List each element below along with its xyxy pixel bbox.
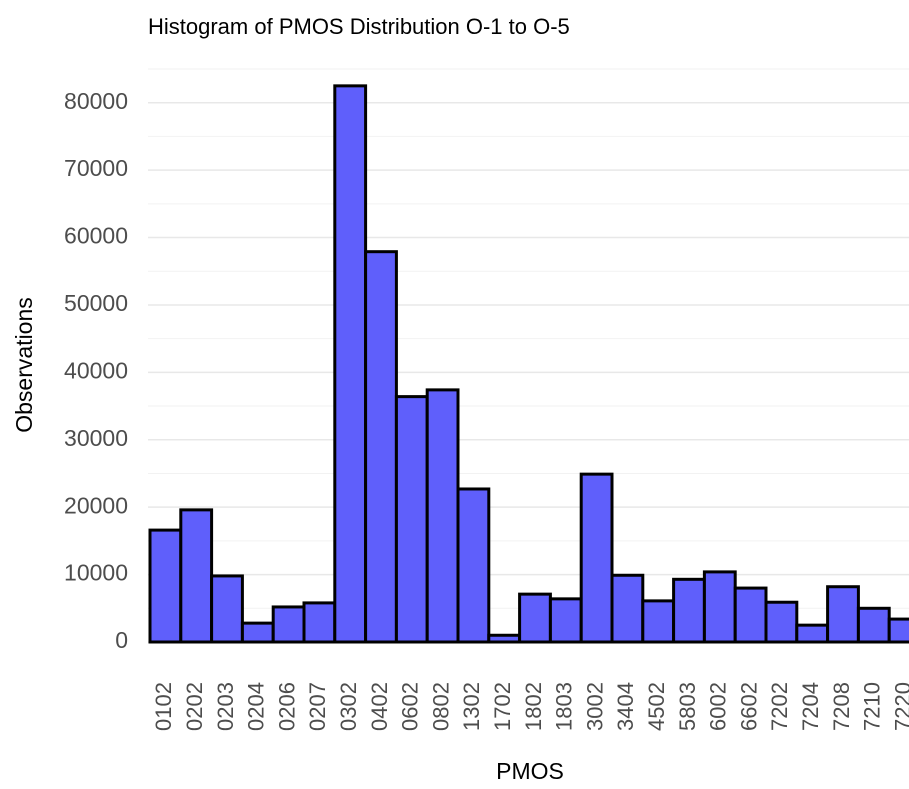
bar — [456, 487, 491, 644]
x-tick-label: 0202 — [182, 682, 207, 731]
x-tick-label: 1702 — [490, 682, 515, 731]
bar — [887, 617, 909, 644]
x-tick-label: 0204 — [244, 682, 269, 731]
bar — [856, 606, 891, 644]
bar — [148, 528, 183, 644]
y-tick-label: 70000 — [64, 155, 128, 181]
x-tick-label: 3002 — [582, 682, 607, 731]
bar — [487, 633, 522, 644]
x-tick-label: 1802 — [521, 682, 546, 731]
x-tick-label: 7202 — [767, 682, 792, 731]
bar — [764, 600, 799, 644]
x-tick-label: 7204 — [798, 682, 823, 731]
x-tick-label: 0102 — [151, 682, 176, 731]
bar — [425, 388, 460, 644]
y-tick-label: 30000 — [64, 425, 128, 451]
bar — [733, 586, 768, 644]
x-tick-label: 6602 — [736, 682, 761, 731]
y-tick-label: 40000 — [64, 357, 128, 383]
bar — [641, 599, 676, 644]
y-tick-label: 20000 — [64, 492, 128, 518]
x-tick-label: 0802 — [428, 682, 453, 731]
bar — [518, 592, 552, 644]
y-tick-label: 0 — [115, 627, 128, 653]
x-tick-label: 0207 — [305, 682, 330, 731]
x-tick-label: 0602 — [398, 682, 423, 731]
x-tick-label: 4502 — [644, 682, 669, 731]
bar — [826, 585, 860, 644]
bar — [702, 570, 737, 644]
x-tick-label: 6002 — [706, 682, 731, 731]
x-tick-label: 5803 — [675, 682, 700, 731]
x-tick-label: 7210 — [860, 682, 885, 731]
y-axis-title: Observations — [11, 297, 37, 433]
bar — [394, 395, 429, 644]
x-tick-label: 3404 — [613, 682, 638, 731]
bar — [610, 573, 645, 644]
bar — [240, 621, 275, 644]
x-tick-label: 1302 — [459, 682, 484, 731]
x-tick-label: 7220 — [890, 682, 909, 731]
chart-title: Histogram of PMOS Distribution O-1 to O-… — [148, 14, 570, 39]
x-tick-label: 7208 — [829, 682, 854, 731]
y-tick-label: 60000 — [64, 223, 128, 249]
bar — [179, 508, 214, 644]
x-axis-title: PMOS — [496, 758, 564, 784]
bar — [364, 250, 398, 644]
x-tick-label: 1803 — [552, 682, 577, 731]
y-tick-label: 10000 — [64, 560, 128, 586]
x-tick-label: 0203 — [213, 682, 238, 731]
bar — [333, 84, 368, 644]
bar — [672, 577, 706, 644]
bar — [795, 623, 830, 644]
y-tick-label: 80000 — [64, 88, 128, 114]
bar — [271, 605, 306, 644]
x-tick-label: 0402 — [367, 682, 392, 731]
bar — [548, 597, 583, 644]
bar — [210, 574, 244, 644]
y-tick-label: 50000 — [64, 290, 128, 316]
x-tick-label: 0206 — [274, 682, 299, 731]
x-tick-label: 0302 — [336, 682, 361, 731]
bar — [302, 601, 337, 644]
bar — [579, 472, 614, 644]
